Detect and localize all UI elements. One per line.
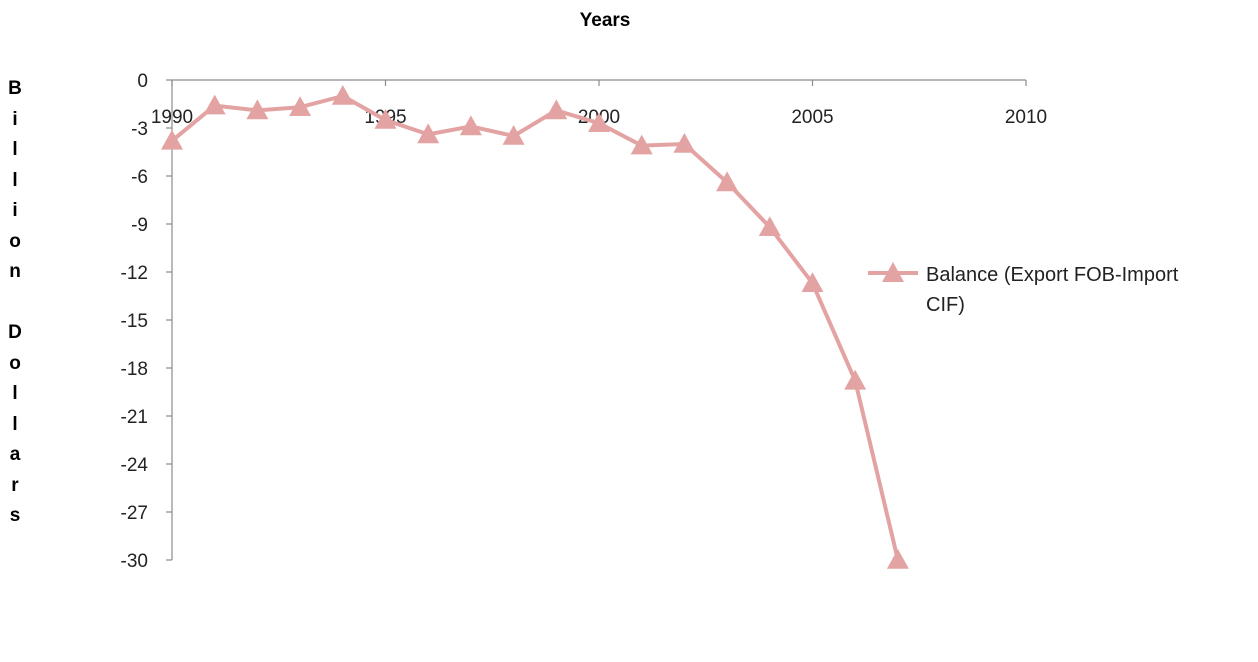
data-point-marker [459,115,482,136]
legend-label: CIF) [926,294,965,316]
x-tick-label: 2005 [791,107,833,128]
y-tick-label: -30 [121,551,148,572]
y-tick-label: -21 [121,407,148,428]
y-tick-label: -27 [121,503,148,524]
y-tick-label: -3 [131,119,148,140]
y-tick-label: -18 [121,359,148,380]
data-point-marker [203,94,226,115]
data-point-marker [374,109,397,129]
data-point-marker [844,369,867,390]
data-point-marker [716,171,739,192]
data-point-marker [545,99,568,120]
y-tick-label: -15 [121,311,148,332]
data-point-marker [161,129,183,150]
x-axis-title: Years [579,10,631,31]
data-point-marker [758,216,781,236]
data-point-marker [331,85,354,105]
y-tick-label: 0 [137,71,148,92]
data-point-marker [588,112,610,132]
y-tick-label: -6 [131,167,148,188]
y-tick-label: -24 [121,455,149,476]
data-point-marker [886,549,909,569]
data-point-marker [502,125,525,145]
y-tick-label: -9 [131,215,148,236]
data-point-marker [673,133,696,153]
y-axis-title: B i l l i o n D o l l a r s [8,78,22,526]
data-point-marker [630,134,653,155]
legend-label: Balance (Export FOB-Import [926,264,1179,286]
legend-marker [882,262,904,282]
y-tick-label: -12 [121,263,148,284]
x-tick-label: 2010 [1005,107,1047,128]
x-tick-label: 1990 [151,107,193,128]
data-point-marker [801,272,824,292]
data-point-marker [289,96,312,116]
data-point-marker [246,99,269,120]
series-line [170,94,900,561]
data-point-marker [417,123,440,144]
